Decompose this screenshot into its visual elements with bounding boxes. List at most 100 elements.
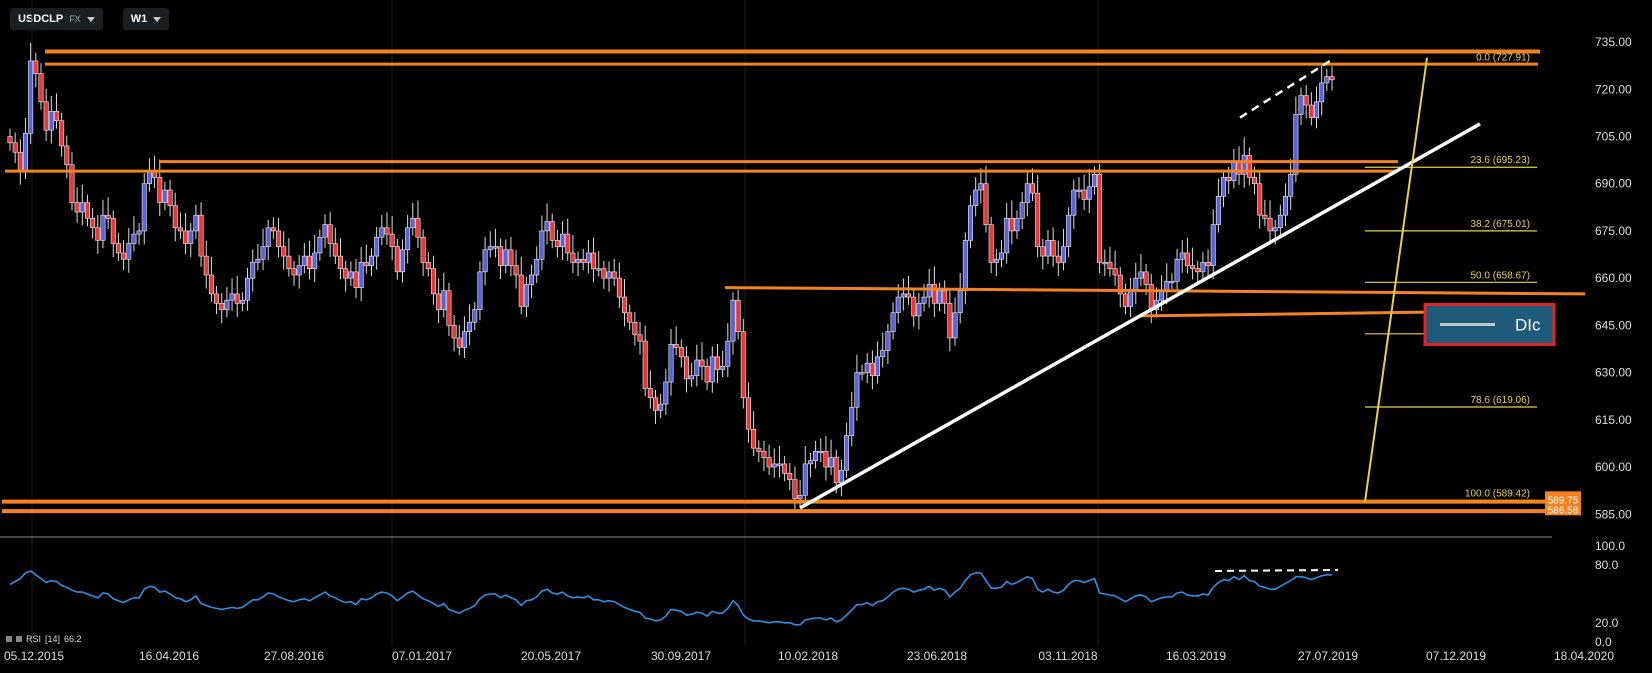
candle-body xyxy=(1277,214,1283,229)
candle-body xyxy=(389,233,395,247)
candle-body xyxy=(436,293,442,310)
candle-body xyxy=(761,450,767,458)
candle-body xyxy=(653,397,659,411)
y-tick-label: 705.00 xyxy=(1595,129,1632,143)
y-tick-label: 585.00 xyxy=(1595,507,1632,521)
candle-body xyxy=(596,268,602,271)
candle-body xyxy=(1081,189,1087,200)
candle-body xyxy=(606,271,612,279)
candle-body xyxy=(1117,274,1123,295)
candle-body xyxy=(1076,189,1082,192)
candle-body xyxy=(1107,262,1113,270)
symbol-selector[interactable]: USDCLP FX xyxy=(10,8,103,30)
candle-body xyxy=(337,255,343,270)
candle-body xyxy=(916,303,922,317)
candle-body xyxy=(121,252,127,260)
candle-body xyxy=(1267,218,1273,232)
candle-body xyxy=(704,365,710,383)
candle-body xyxy=(694,359,700,377)
candle-body xyxy=(792,479,798,499)
candle-body xyxy=(1174,258,1180,282)
candle-body xyxy=(1045,240,1051,257)
candle-body xyxy=(900,293,906,298)
candle-body xyxy=(895,296,901,314)
candle-body xyxy=(730,299,736,342)
settings-icon[interactable] xyxy=(6,636,12,642)
candle-body xyxy=(379,227,385,238)
x-tick-label: 27.08.2016 xyxy=(264,649,324,663)
candle-body xyxy=(301,255,307,266)
candle-body xyxy=(1143,271,1149,285)
candle-body xyxy=(312,252,318,270)
candle-body xyxy=(678,347,684,358)
candle-body xyxy=(942,290,948,304)
candle-body xyxy=(911,296,917,317)
candle-body xyxy=(807,460,813,465)
x-tick-label: 20.05.2017 xyxy=(521,649,581,663)
candle-body xyxy=(420,236,426,263)
candle-body xyxy=(368,255,374,266)
candle-body xyxy=(193,214,199,232)
candle-body xyxy=(1210,224,1216,266)
candle-body xyxy=(554,240,560,247)
candle-body xyxy=(234,293,240,304)
candle-body xyxy=(1112,268,1118,276)
timeframe-selector[interactable]: W1 xyxy=(122,8,170,30)
rsi-line xyxy=(9,570,1332,626)
candle-body xyxy=(926,284,932,298)
candle-body xyxy=(1205,262,1211,266)
candle-body xyxy=(245,277,251,301)
candle-body xyxy=(1329,76,1335,81)
candle-body xyxy=(890,312,896,332)
candle-body xyxy=(529,274,535,285)
candle-body xyxy=(446,290,452,326)
candle-body xyxy=(38,73,44,103)
candle-body xyxy=(993,258,999,263)
y-tick-label: 735.00 xyxy=(1595,35,1632,49)
toolbar: USDCLP FX W1 xyxy=(10,8,170,30)
candle-body xyxy=(1014,218,1020,232)
candle-body xyxy=(885,331,891,351)
candle-body xyxy=(859,372,865,375)
candle-body xyxy=(48,110,54,131)
candle-body xyxy=(637,334,643,342)
candle-body xyxy=(1122,293,1128,307)
candle-body xyxy=(498,246,504,266)
candle-body xyxy=(931,284,937,304)
candle-body xyxy=(787,473,793,480)
candle-body xyxy=(394,246,400,273)
candle-body xyxy=(157,177,163,203)
candle-body xyxy=(1097,173,1103,263)
candle-body xyxy=(260,246,266,260)
dashed-trendline xyxy=(1239,59,1331,119)
rsi-tick-label: 0.0 xyxy=(1595,635,1612,649)
candle-body xyxy=(611,271,617,279)
candle-body xyxy=(477,271,483,310)
x-tick-label: 27.07.2019 xyxy=(1298,649,1358,663)
candle-body xyxy=(22,133,28,172)
candle-body xyxy=(95,227,101,241)
x-tick-label: 07.01.2017 xyxy=(392,649,452,663)
candle-body xyxy=(549,221,555,241)
candle-body xyxy=(534,258,540,276)
candle-body xyxy=(591,252,597,270)
candle-body xyxy=(663,381,669,405)
candle-body xyxy=(1035,192,1041,247)
candle-body xyxy=(745,397,751,430)
candle-body xyxy=(952,312,958,339)
candle-body xyxy=(69,164,75,203)
candle-body xyxy=(978,183,984,191)
candle-body xyxy=(880,350,886,358)
close-icon[interactable] xyxy=(16,636,22,642)
candle-body xyxy=(998,252,1004,260)
candle-body xyxy=(1066,214,1072,247)
candle-body xyxy=(1128,290,1134,307)
candle-body xyxy=(374,236,380,257)
candle-body xyxy=(544,221,550,232)
candle-body xyxy=(188,230,194,244)
price-badge xyxy=(1545,491,1581,516)
rsi-tick-label: 20.0 xyxy=(1595,616,1619,630)
candle-body xyxy=(983,183,989,225)
candle-body xyxy=(1283,195,1289,216)
